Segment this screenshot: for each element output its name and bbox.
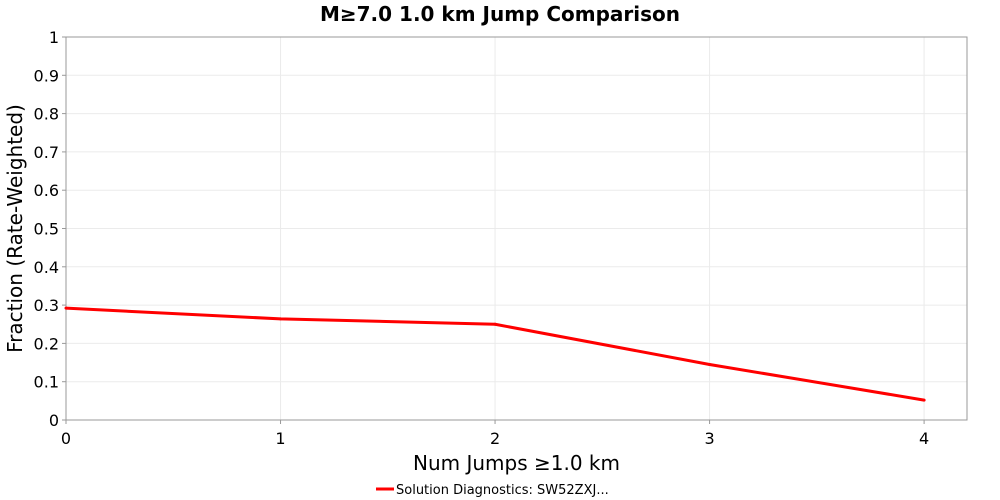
- data-point: [708, 362, 712, 366]
- y-tick-label: 1: [49, 28, 59, 47]
- y-tick-label: 0.9: [34, 66, 59, 85]
- y-axis-label: Fraction (Rate-Weighted): [3, 104, 27, 353]
- data-point: [493, 322, 497, 326]
- x-tick-label: 2: [490, 429, 500, 448]
- x-axis-label: Num Jumps ≥1.0 km: [413, 451, 620, 475]
- y-tick-label: 0.6: [34, 181, 59, 200]
- y-tick-label: 0.3: [34, 296, 59, 315]
- axis-ticks: 0 0.1 0.2 0.3 0.4 0.5 0.6 0.7 0.8 0.9 1 0 1 2 3 4: [34, 28, 930, 448]
- y-tick-label: 0.8: [34, 105, 59, 124]
- y-tick-label: 0: [49, 411, 59, 430]
- x-tick-label: 3: [704, 429, 714, 448]
- legend: Solution Diagnostics: SW52ZXJ...: [376, 483, 609, 498]
- x-tick-label: 0: [61, 429, 71, 448]
- chart-title: M≥7.0 1.0 km Jump Comparison: [320, 2, 680, 26]
- y-tick-label: 0.1: [34, 373, 59, 392]
- y-tick-label: 0.2: [34, 334, 59, 353]
- data-point: [279, 317, 283, 321]
- y-tick-label: 0.7: [34, 143, 59, 162]
- data-point: [922, 398, 926, 402]
- x-tick-label: 1: [275, 429, 285, 448]
- y-tick-label: 0.4: [34, 258, 59, 277]
- legend-label: Solution Diagnostics: SW52ZXJ...: [396, 483, 609, 498]
- y-tick-label: 0.5: [34, 220, 59, 239]
- series-layer: [64, 306, 926, 402]
- x-tick-label: 4: [919, 429, 929, 448]
- grid: [65, 36, 967, 421]
- data-point: [64, 306, 68, 310]
